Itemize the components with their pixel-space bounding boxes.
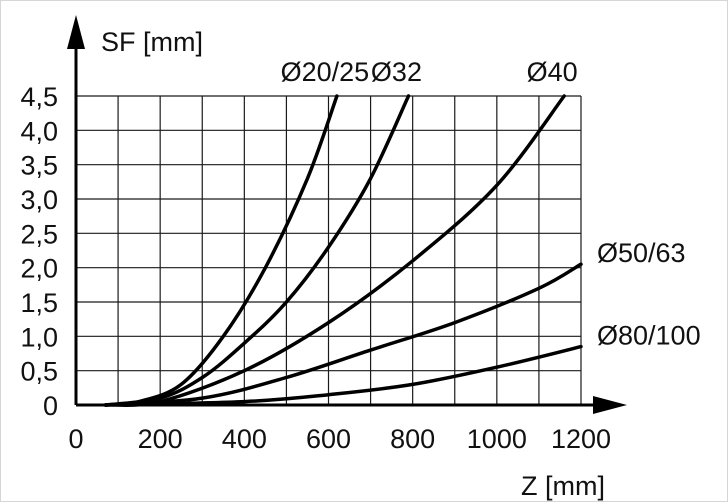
series-curve bbox=[103, 344, 583, 407]
x-tick-label: 1200 bbox=[551, 424, 611, 454]
axes: SF [mm] Z [mm] bbox=[67, 15, 627, 501]
ticks: 0 200 400 600 800 1000 1200 0 0,5 1,0 1,5 2,0 2,5 3,0… bbox=[20, 82, 611, 454]
x-tick-label: 1000 bbox=[467, 424, 527, 454]
curves bbox=[103, 94, 583, 407]
y-tick-label: 0 bbox=[43, 391, 58, 421]
y-tick-label: 4,0 bbox=[20, 116, 58, 146]
y-tick-label: 1,5 bbox=[20, 288, 58, 318]
series-label: Ø80/100 bbox=[597, 321, 701, 351]
series-curve bbox=[103, 262, 583, 407]
x-tick-label: 200 bbox=[138, 424, 183, 454]
series-label: Ø20/25 bbox=[281, 57, 370, 87]
grid bbox=[76, 95, 582, 405]
y-axis-arrow-icon bbox=[67, 15, 85, 49]
series-curve bbox=[103, 94, 411, 407]
y-tick-label: 3,5 bbox=[20, 151, 58, 181]
y-tick-label: 1,0 bbox=[20, 322, 58, 352]
series-label: Ø40 bbox=[527, 57, 578, 87]
series-labels: Ø20/25 Ø32 Ø40 Ø50/63 Ø80/100 bbox=[281, 57, 701, 351]
y-axis-title: SF [mm] bbox=[101, 27, 203, 57]
series-label: Ø50/63 bbox=[597, 238, 686, 268]
x-axis-title: Z [mm] bbox=[521, 471, 605, 501]
y-tick-label: 2,0 bbox=[20, 254, 58, 284]
x-tick-label: 0 bbox=[68, 424, 83, 454]
y-tick-label: 0,5 bbox=[20, 357, 58, 387]
y-tick-label: 4,5 bbox=[20, 82, 58, 112]
series-curve bbox=[103, 94, 566, 407]
y-tick-label: 2,5 bbox=[20, 219, 58, 249]
series-curve bbox=[103, 94, 339, 407]
y-tick-label: 3,0 bbox=[20, 185, 58, 215]
x-tick-label: 400 bbox=[222, 424, 267, 454]
x-axis-arrow-icon bbox=[593, 396, 627, 414]
x-tick-label: 600 bbox=[306, 424, 351, 454]
series-label: Ø32 bbox=[371, 57, 422, 87]
x-tick-label: 800 bbox=[390, 424, 435, 454]
